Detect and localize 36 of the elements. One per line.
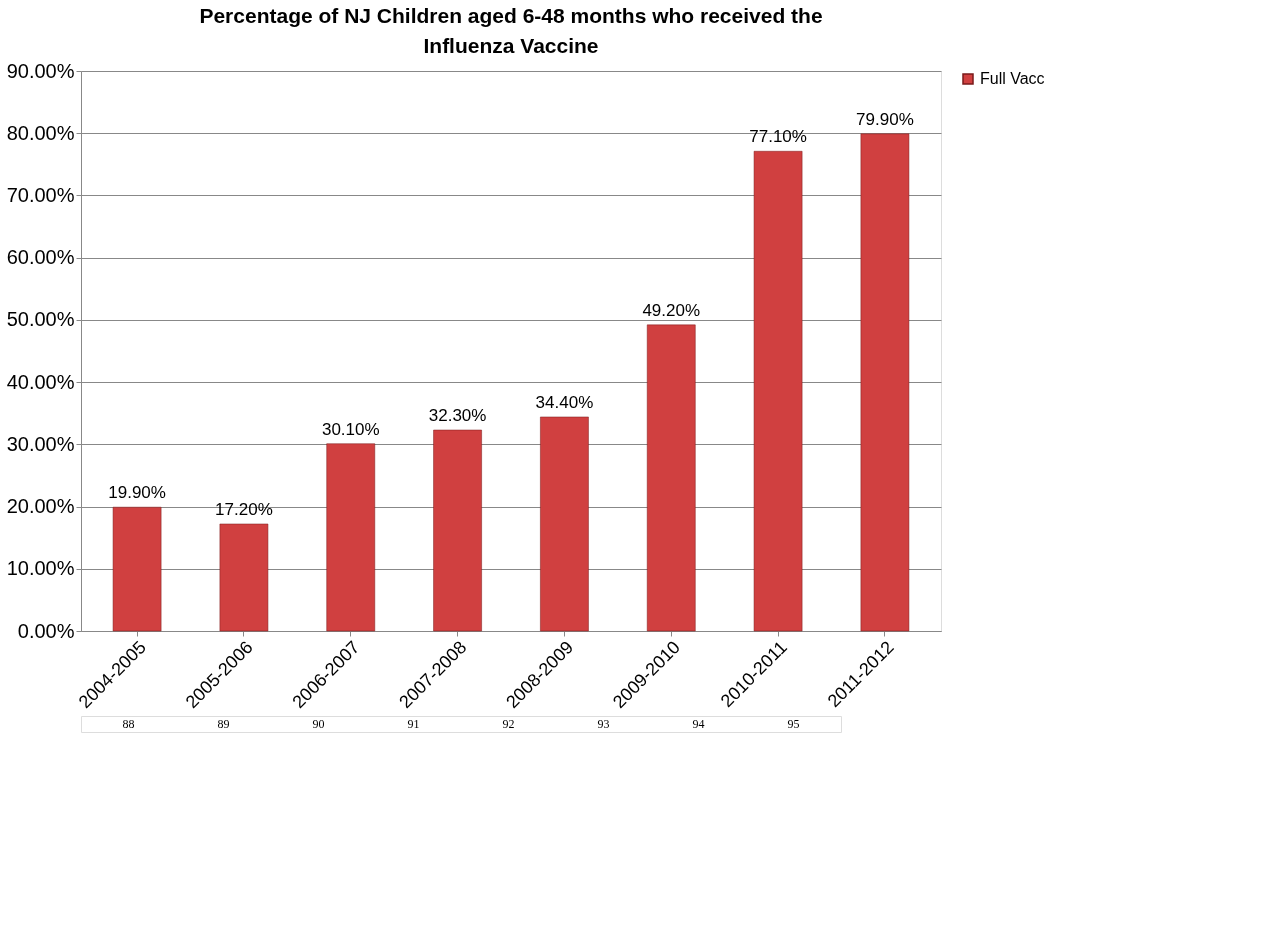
text: 95	[787, 717, 800, 731]
bar	[219, 523, 269, 632]
text: 91	[407, 717, 420, 731]
bar	[540, 416, 589, 632]
y-tick-label: 20.00%	[6, 495, 75, 518]
bar	[860, 133, 910, 632]
data-label: 32.30%	[428, 406, 487, 426]
y-tick-label: 80.00%	[6, 121, 75, 144]
text: 93	[597, 717, 610, 731]
chart-title: Percentage of NJ Children aged 6-48 months who received the Influenza Vaccine	[199, 4, 823, 57]
text: 90	[312, 717, 325, 731]
y-tick-label: 70.00%	[6, 183, 75, 206]
y-tick-label: 30.00%	[6, 432, 75, 455]
y-tick-label: 60.00%	[6, 246, 75, 269]
bar	[753, 151, 803, 632]
bar	[646, 324, 696, 632]
data-label: 79.90%	[856, 109, 914, 129]
text: 88	[122, 717, 135, 731]
bar	[112, 506, 162, 632]
data-label: 77.10%	[749, 127, 807, 147]
legend-label: Full Vacc	[980, 70, 1045, 87]
text: 89	[217, 717, 230, 731]
y-tick-label: 0.00%	[17, 619, 75, 642]
data-label: 19.90%	[108, 483, 166, 503]
bar	[326, 443, 376, 632]
y-tick-label: 40.00%	[6, 370, 75, 393]
data-label: 34.40%	[535, 392, 594, 412]
data-label: 30.10%	[321, 419, 380, 439]
text: 92	[502, 717, 515, 731]
y-tick-label: 50.00%	[6, 308, 75, 331]
y-tick-label: 90.00%	[6, 59, 75, 82]
data-label: 49.20%	[642, 300, 701, 320]
data-label: 17.20%	[215, 499, 273, 519]
bar	[433, 429, 482, 632]
text: 94	[692, 717, 705, 731]
y-tick-label: 10.00%	[6, 557, 75, 580]
